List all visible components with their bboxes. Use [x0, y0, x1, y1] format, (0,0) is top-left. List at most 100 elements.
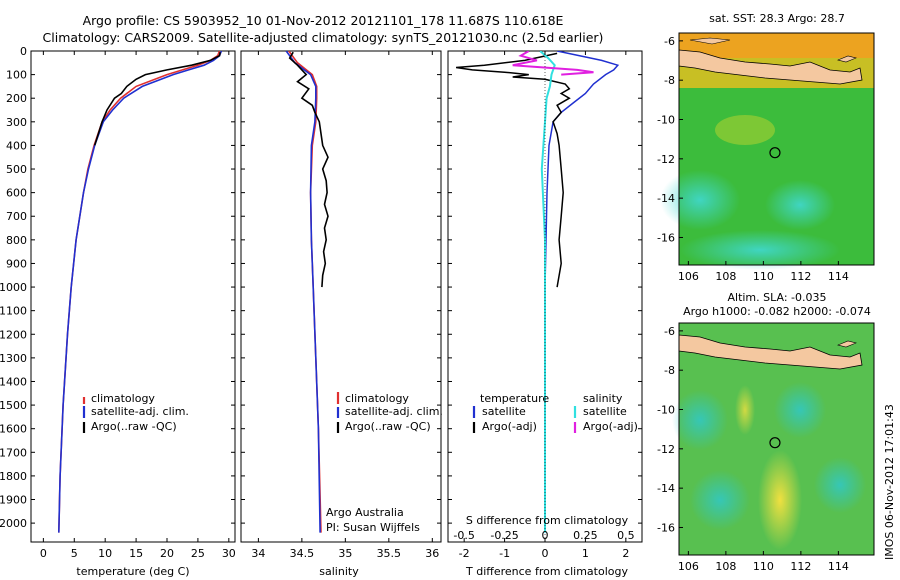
- sst-map-title: sat. SST: 28.3 Argo: 28.7: [709, 12, 845, 25]
- temperature-x-tick-label: 10: [98, 547, 112, 560]
- depth-tick-label: 400: [6, 139, 27, 152]
- temperature-x-label: temperature (deg C): [76, 565, 189, 578]
- sst-cool-patch: [680, 230, 840, 270]
- legend-climatology-label: climatology: [345, 392, 409, 405]
- depth-tick-label: 1200: [0, 328, 27, 341]
- lon-tick-label: 112: [790, 270, 811, 283]
- depth-tick-label: 1900: [0, 494, 27, 507]
- depth-tick-label: 600: [6, 187, 27, 200]
- lon-tick-label: 110: [753, 270, 774, 283]
- argo-float-marker: [769, 147, 781, 159]
- depth-tick-label: 500: [6, 163, 27, 176]
- series-s-satellite: [539, 51, 556, 533]
- difference-series: [455, 51, 620, 542]
- depth-tick-label: 2000: [0, 517, 27, 530]
- salinity-x-tick-label: 35.5: [377, 547, 402, 560]
- sla-high-patch: [735, 385, 755, 435]
- depth-tick-label: 1000: [0, 281, 27, 294]
- temperature-plot-frame: [30, 50, 236, 543]
- depth-tick-label: 0: [20, 45, 27, 58]
- salinity-x-label: salinity: [319, 565, 359, 578]
- sst-cool-patch: [660, 170, 740, 230]
- sst-hot-band: [679, 33, 874, 58]
- difference-t-tick-label: -2: [459, 547, 470, 560]
- difference-x-label-top: S difference from climatology: [466, 514, 629, 527]
- salinity-legend: climatology satellite-adj. clim. Argo(..…: [336, 392, 443, 433]
- series-climatology: [288, 51, 322, 533]
- series-t-satellite: [544, 51, 620, 533]
- sla-map-frame: [678, 322, 875, 556]
- depth-tick-label: 100: [6, 69, 27, 82]
- annotation-pi: PI: Susan Wijffels: [326, 521, 420, 534]
- sst-map-ticks: 106 108 110 112 114 -6 -8 -10 -12 -14 -16: [657, 35, 849, 283]
- lon-tick-label: 114: [828, 560, 849, 573]
- sla-map-title-line1: Altim. SLA: -0.035: [727, 291, 826, 304]
- legend-satellite-label: satellite-adj. clim.: [345, 405, 443, 418]
- lat-tick-label: -12: [657, 443, 675, 456]
- lat-tick-label: -10: [657, 114, 675, 127]
- lat-tick-label: -16: [657, 521, 675, 534]
- difference-t-tick-label: -1: [499, 547, 510, 560]
- temperature-x-tick-label: 0: [40, 547, 47, 560]
- sst-map: [660, 32, 875, 270]
- lat-tick-label: -10: [657, 404, 675, 417]
- sst-cool-patch: [765, 180, 835, 230]
- depth-axis: 0 100 200 300 400 500 600 700 800 900 1000 1100 1200…: [0, 45, 642, 530]
- temperature-x-ticks: 0 5 10 15 20 25 30: [40, 51, 236, 560]
- legend-s-satellite-label: satellite: [583, 405, 627, 418]
- java-landmass: [678, 334, 863, 370]
- temperature-legend: climatology satellite-adj. clim. Argo(..…: [82, 392, 189, 433]
- argo-float-marker: [769, 437, 781, 449]
- sla-map-title-line2: Argo h1000: -0.082 h2000: -0.074: [683, 305, 871, 318]
- temperature-x-tick-label: 20: [160, 547, 174, 560]
- salinity-x-ticks: 34 34.5 35 35.5 36: [251, 51, 439, 560]
- madura-island: [837, 340, 857, 348]
- java-landmass: [678, 49, 863, 85]
- lon-tick-label: 106: [678, 270, 699, 283]
- depth-tick-label: 300: [6, 116, 27, 129]
- depth-tick-label: 1100: [0, 305, 27, 318]
- salinity-series: [285, 51, 329, 533]
- temperature-x-tick-label: 5: [71, 547, 78, 560]
- lon-tick-label: 114: [828, 270, 849, 283]
- sla-low-patch: [672, 390, 728, 450]
- sst-map-frame: [678, 32, 875, 266]
- imos-timestamp: IMOS 06-Nov-2012 17:01:43: [883, 404, 896, 560]
- lat-tick-label: -16: [657, 231, 675, 244]
- depth-tick-label: 1500: [0, 399, 27, 412]
- difference-s-tick-label: -0.25: [490, 529, 518, 542]
- temperature-x-tick-label: 25: [191, 547, 205, 560]
- lon-tick-label: 110: [753, 560, 774, 573]
- sla-low-patch: [774, 382, 826, 438]
- legend-argo-label: Argo(..raw -QC): [345, 420, 431, 433]
- depth-tick-label: 800: [6, 234, 27, 247]
- temperature-x-tick-label: 30: [222, 547, 236, 560]
- depth-tick-label: 1700: [0, 446, 27, 459]
- salinity-x-tick-label: 34: [251, 547, 265, 560]
- series-satellite-adj-clim-: [58, 51, 223, 533]
- difference-x-ticks: -2 -1 0 1 2 -0.5 -0.25 0 0.25 0.5: [453, 51, 635, 560]
- depth-tick-label: 1800: [0, 470, 27, 483]
- series-s-argo-adj-: [512, 51, 594, 76]
- salinity-plot-frame: [240, 50, 442, 543]
- legend-t-argo-label: Argo(-adj): [482, 420, 537, 433]
- temperature-series: [58, 51, 223, 533]
- sla-map: [672, 322, 875, 556]
- legend-salinity-header: salinity: [583, 392, 623, 405]
- sla-low-patch: [814, 457, 866, 513]
- lat-tick-label: -12: [657, 153, 675, 166]
- lat-tick-label: -14: [657, 482, 675, 495]
- legend-climatology-label: climatology: [91, 392, 155, 405]
- series-satellite-adj-clim-: [285, 51, 321, 533]
- madura-island: [837, 55, 857, 63]
- temperature-x-tick-label: 15: [129, 547, 143, 560]
- difference-s-tick-label: 0: [542, 529, 549, 542]
- depth-tick-label: 1400: [0, 375, 27, 388]
- difference-s-tick-label: 0.25: [573, 529, 598, 542]
- legend-argo-label: Argo(..raw -QC): [91, 420, 177, 433]
- title-line1: Argo profile: CS 5903952_10 01-Nov-2012 …: [83, 13, 564, 28]
- sla-high-patch: [758, 450, 802, 550]
- depth-tick-label: 900: [6, 257, 27, 270]
- difference-s-tick-label: -0.5: [453, 529, 474, 542]
- legend-s-argo-label: Argo(-adj): [583, 420, 638, 433]
